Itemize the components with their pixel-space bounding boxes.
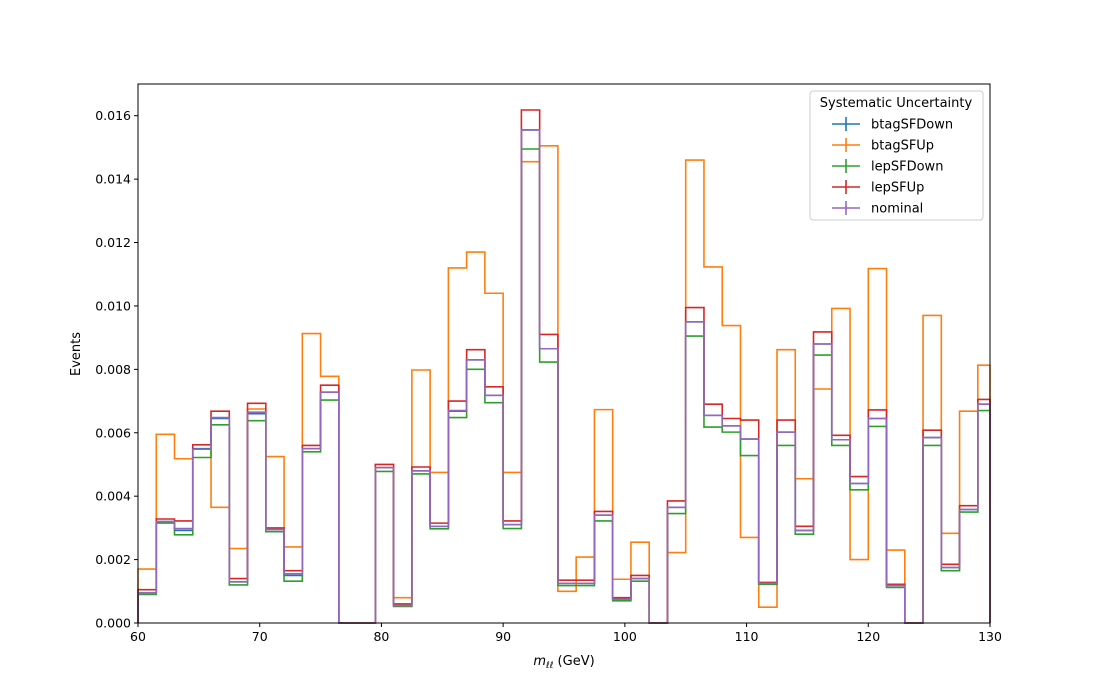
series-line-lepSFDown (137, 148, 991, 624)
x-tick-label: 60 (130, 629, 146, 644)
x-tick-label: 100 (613, 629, 637, 644)
legend-label-nominal: nominal (871, 202, 923, 217)
legend-label-lepSFUp: lepSFUp (871, 181, 924, 196)
x-tick-label: 130 (978, 629, 1002, 644)
plot-series-layer (137, 109, 991, 624)
y-tick-label: 0.008 (95, 362, 131, 377)
x-tick-label: 80 (373, 629, 389, 644)
legend-label-btagSFDown: btagSFDown (871, 118, 953, 133)
y-tick-label: 0.002 (95, 552, 131, 567)
series-line-nominal (137, 129, 991, 624)
legend-entries: btagSFDown btagSFUp lepSFDown lepSFUp nomina… (832, 117, 953, 217)
y-tick-label: 0.014 (95, 172, 131, 187)
x-axis-label: mℓℓ (GeV) (533, 654, 594, 671)
x-tick-label: 110 (735, 629, 759, 644)
series-line-btagSFUp (137, 145, 991, 624)
x-tick-label: 90 (495, 629, 511, 644)
series-line-lepSFUp (137, 109, 991, 624)
y-axis-label: Events (69, 332, 84, 376)
legend: Systematic Uncertainty btagSFDown btagSFU… (809, 90, 984, 221)
y-tick-label: 0.016 (95, 108, 131, 123)
legend-title: Systematic Uncertainty (820, 96, 973, 111)
legend-label-btagSFUp: btagSFUp (871, 139, 934, 154)
y-tick-label: 0.006 (95, 425, 131, 440)
y-tick-label: 0.000 (95, 616, 131, 631)
y-tick-label: 0.012 (95, 235, 131, 250)
x-tick-label: 70 (252, 629, 268, 644)
legend-label-lepSFDown: lepSFDown (871, 160, 943, 175)
plot-frame (137, 83, 991, 624)
x-tick-label: 120 (856, 629, 880, 644)
y-tick-label: 0.004 (95, 489, 131, 504)
y-axis: 0.000 0.002 0.004 0.006 0.008 0.010 0.012 0.014… (95, 108, 138, 631)
y-tick-label: 0.010 (95, 298, 131, 313)
x-axis: 60 70 80 90 100 110 120 130 (130, 623, 1002, 644)
